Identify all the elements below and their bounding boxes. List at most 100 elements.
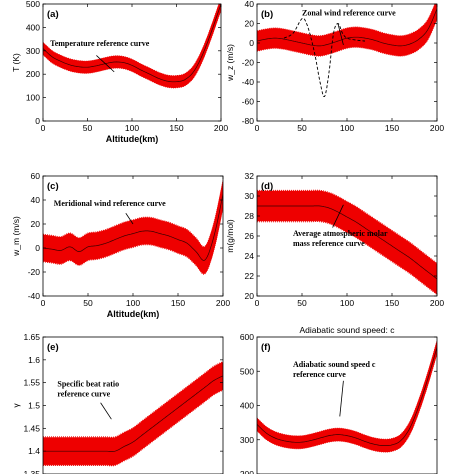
- x-tick-label: 100: [340, 298, 354, 308]
- annotation-arrow: [339, 380, 344, 417]
- y-tick-label: 1.55: [23, 378, 40, 388]
- y-tick-label: 300: [240, 435, 254, 445]
- band-lower-edge: [43, 207, 223, 275]
- panel-label: (c): [47, 181, 59, 192]
- annotation-arrow: [332, 204, 344, 228]
- x-tick-label: 50: [83, 123, 93, 133]
- x-tick-label: 100: [126, 298, 140, 308]
- x-axis-label: Altitude(km): [106, 134, 159, 144]
- y-tick-label: -80: [242, 116, 255, 126]
- chart-panel-e: 1.35 1.4 1.45 1.5 1.55 1.6 1.65 γ (e) Specific be…: [11, 332, 224, 474]
- x-tick-label: 150: [385, 298, 399, 308]
- x-tick-label: 200: [430, 298, 444, 308]
- x-tick-label: 200: [430, 123, 444, 133]
- reference-annotation: Specific beat ratio reference curve: [57, 379, 119, 398]
- x-tick-label: 0: [41, 123, 46, 133]
- y-tick-label: -40: [28, 291, 41, 301]
- y-tick-label: 200: [26, 69, 40, 79]
- reference-oscillation: [283, 17, 365, 98]
- x-tick-label: 100: [340, 123, 354, 133]
- y-tick-label: -60: [242, 97, 255, 107]
- chart-title: Adiabatic sound speed: c: [300, 325, 396, 335]
- x-axis-label: Altitude(km): [107, 309, 160, 319]
- annotation-line: reference curve: [293, 370, 346, 379]
- y-axis-label: m(g/mol): [225, 219, 235, 253]
- chart-panel-b: -80 -60 -40 -20 0 20 40 0 50 100 150 200 w_z (m/s) (b…: [225, 0, 444, 133]
- y-tick-label: 28: [245, 211, 255, 221]
- y-tick-label: 40: [31, 195, 41, 205]
- y-tick-label: 20: [245, 291, 255, 301]
- band-upper-edge: [257, 340, 437, 440]
- uncertainty-band: [43, 180, 223, 275]
- y-tick-label: 20: [245, 19, 255, 29]
- plot-area: [43, 4, 221, 89]
- x-tick-label: 0: [41, 298, 46, 308]
- y-tick-label: 40: [245, 0, 255, 9]
- x-tick-label: 150: [385, 123, 399, 133]
- annotation-line: Average atmospheric molar: [293, 229, 388, 238]
- band-lower-edge: [257, 353, 437, 453]
- reference-annotation: Average atmospheric molar mass reference …: [293, 229, 388, 248]
- uncertainty-band: [257, 190, 437, 295]
- y-tick-label: 26: [245, 231, 255, 241]
- plot-area: [257, 340, 437, 453]
- y-axis-label: w_z (m/s): [225, 44, 235, 82]
- reference-curve: [257, 205, 437, 280]
- y-tick-label: 22: [245, 271, 255, 281]
- band-upper-edge: [257, 4, 436, 37]
- y-tick-label: 0: [35, 243, 40, 253]
- y-tick-label: -20: [28, 267, 41, 277]
- y-tick-label: 20: [31, 219, 41, 229]
- band-lower-edge: [257, 221, 437, 296]
- x-tick-label: 0: [255, 298, 260, 308]
- annotation-line: Adiabatic sound speed c: [293, 360, 376, 369]
- y-tick-label: 100: [26, 93, 40, 103]
- x-tick-label: 50: [83, 298, 93, 308]
- reference-curve: [43, 193, 223, 261]
- chart-panel-c: -40 -20 0 20 40 60 0 50 100 150 200 Altitude(km) w_m…: [11, 171, 230, 319]
- reference-curve: [257, 8, 437, 47]
- uncertainty-band: [43, 361, 223, 466]
- y-tick-label: 24: [245, 251, 255, 261]
- y-tick-label: -40: [242, 77, 255, 87]
- band-lower-edge: [43, 9, 221, 89]
- y-axis-label: w_m (m/s): [11, 216, 21, 257]
- y-tick-label: 500: [26, 0, 40, 9]
- chart-panel-d: 20 22 24 26 28 30 32 0 50 100 150 200 m(g/mol) (d) Ave…: [225, 171, 444, 308]
- chart-panel-a: 0 100 200 300 400 500 0 50 100 150 200 Altitude(km)…: [11, 0, 228, 144]
- x-tick-label: 200: [216, 298, 230, 308]
- axes-frame: [256, 3, 438, 122]
- annotation-arrow: [100, 402, 112, 420]
- y-tick-label: 1.45: [23, 423, 40, 433]
- y-tick-label: 32: [245, 171, 255, 181]
- plot-area: [43, 361, 223, 467]
- band-upper-edge: [257, 189, 437, 264]
- y-tick-label: 400: [26, 22, 40, 32]
- annotation-arrow: [96, 55, 115, 73]
- y-axis-label: T (K): [11, 53, 21, 72]
- y-tick-label: -20: [242, 58, 255, 68]
- y-tick-label: 400: [240, 401, 254, 411]
- plot-area: [257, 4, 437, 98]
- band-lower-edge: [257, 18, 437, 57]
- y-tick-label: 30: [245, 191, 255, 201]
- band-upper-edge: [43, 4, 220, 77]
- uncertainty-band: [257, 341, 437, 453]
- x-tick-label: 0: [255, 123, 260, 133]
- band-upper-edge: [43, 361, 223, 438]
- reference-curve: [257, 347, 437, 446]
- x-tick-label: 150: [171, 298, 185, 308]
- y-tick-label: 0: [249, 38, 254, 48]
- annotation-line: mass reference curve: [293, 239, 365, 248]
- y-axis-label: γ: [11, 403, 21, 408]
- reference-annotation: Meridional wind reference curve: [54, 199, 166, 208]
- annotation-line: Specific beat ratio: [57, 379, 119, 388]
- reference-curve: [43, 375, 223, 452]
- panel-label: (b): [261, 9, 273, 20]
- annotation-arrow: [125, 212, 134, 225]
- y-tick-label: 300: [26, 46, 40, 56]
- band-lower-edge: [43, 389, 223, 467]
- reference-curve: [43, 4, 221, 83]
- x-tick-label: 50: [297, 123, 307, 133]
